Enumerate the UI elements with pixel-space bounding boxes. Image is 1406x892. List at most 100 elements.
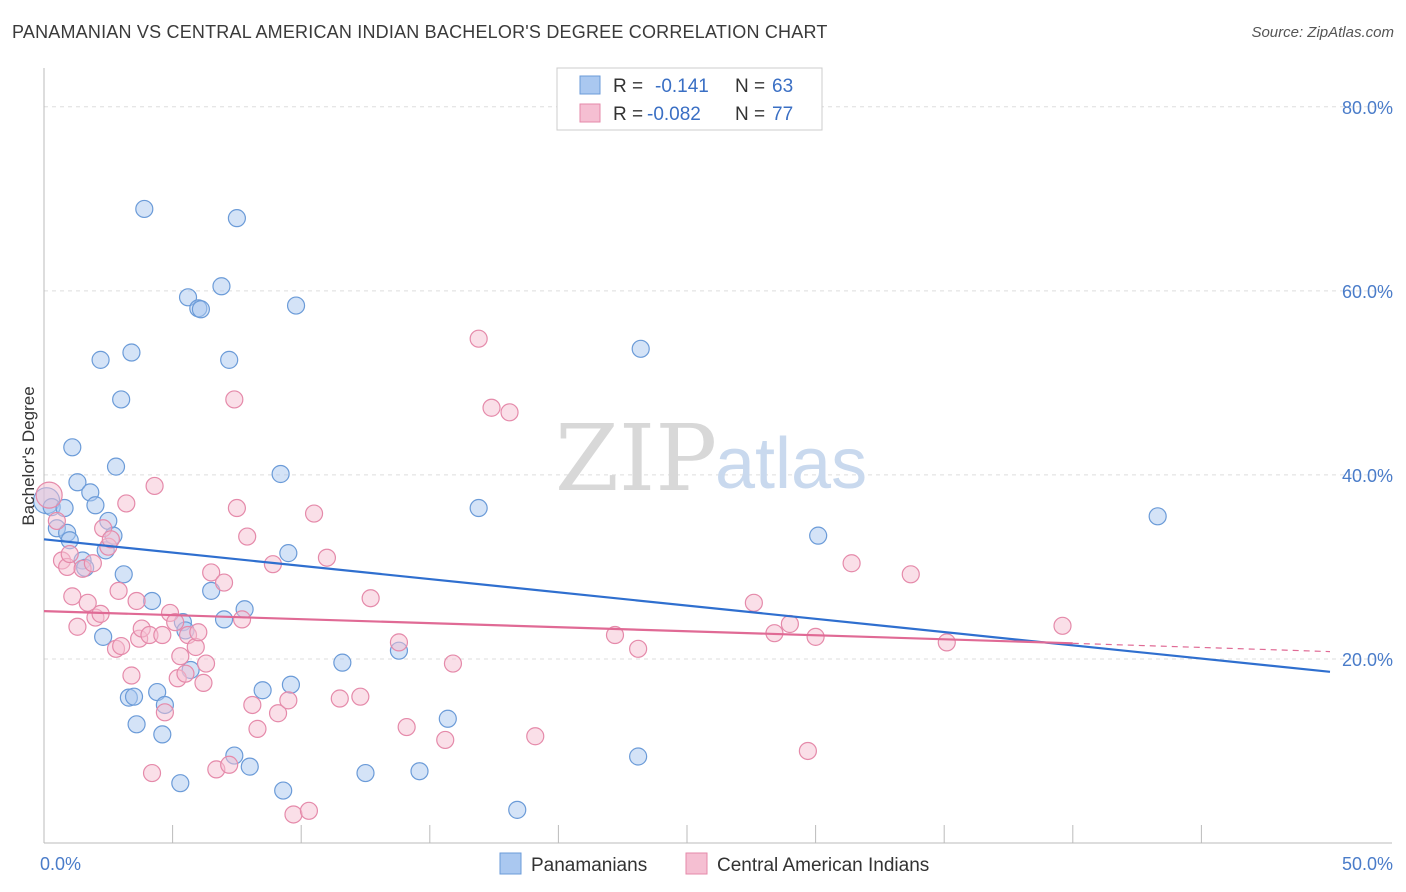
x-tick-labels: 0.0% 50.0% [40, 854, 1393, 874]
central-american-indian-point [243, 695, 262, 715]
panamanian-point [212, 277, 231, 296]
central-american-indian-point [806, 627, 825, 646]
panamanian-point [114, 565, 133, 584]
watermark-zip: ZIP [555, 405, 717, 512]
legend-r-value-2: -0.082 [647, 104, 701, 125]
panamanian-point [94, 627, 113, 646]
panamanian-point [410, 762, 429, 781]
central-american-indian-point [60, 544, 79, 564]
central-american-indian-point [351, 687, 370, 706]
central-american-indian-point [443, 654, 463, 673]
central-american-indian-point [299, 801, 319, 820]
central-american-indian-point [153, 625, 172, 645]
panamanian-point [333, 653, 352, 672]
central-american-indian-point [279, 691, 298, 710]
central-american-indian-point [482, 398, 501, 417]
x-tick-label-50: 50.0% [1342, 854, 1393, 874]
panamanian-point [240, 757, 259, 776]
central-american-indian-point [186, 637, 205, 657]
central-american-indian-point [171, 647, 190, 666]
central-american-indian-point [469, 329, 488, 348]
central-american-indian-point [744, 593, 763, 612]
series-legend-label-panamanians: Panamanians [531, 855, 647, 876]
central-american-indian-point [232, 610, 252, 629]
panamanian-point [271, 464, 290, 484]
panamanian-point [63, 438, 82, 457]
legend-r-label-2: R = [613, 104, 643, 125]
central-american-indian-point [284, 805, 303, 824]
panamanian-point [106, 457, 126, 476]
series-legend: Panamanians Central American Indians [499, 852, 929, 876]
central-american-indian-point [330, 689, 349, 708]
central-american-indian-point [605, 625, 625, 645]
legend-r-value-1: -0.141 [655, 76, 709, 97]
central-american-indian-point [780, 614, 799, 634]
panamanian-point [112, 390, 131, 409]
y-tick-labels: 20.0% 40.0% 60.0% 80.0% [1342, 98, 1393, 670]
central-american-indian-point [145, 476, 164, 496]
panamanian-point [153, 725, 172, 744]
central-american-indian-point [68, 617, 87, 636]
series-legend-label-central-american-indians: Central American Indians [717, 855, 929, 876]
x-tick-marks [172, 825, 1202, 843]
legend-r-label-1: R = [613, 76, 643, 97]
central-american-indian-point [194, 673, 213, 692]
central-american-indian-point [798, 741, 817, 761]
central-american-indian-point [189, 623, 208, 642]
panamanian-point [469, 498, 488, 518]
panamanian-point [809, 526, 828, 545]
panamanian-point [629, 747, 648, 766]
central-american-indian-point [500, 403, 519, 422]
panamanian-point [191, 300, 210, 319]
panamanian-point [124, 687, 144, 706]
legend-swatch-pink [579, 103, 601, 123]
panamanian-point [1148, 507, 1167, 526]
panamanian-point [286, 296, 306, 315]
panamanian-point [68, 473, 87, 492]
central-american-indian-point [122, 666, 141, 685]
central-american-indian-point [166, 613, 185, 632]
panamanian-point [142, 591, 162, 611]
trend-lines [43, 538, 1331, 673]
y-tick-label-60: 60.0% [1342, 282, 1393, 302]
panamanian-point [122, 343, 141, 362]
panamanian-point [171, 774, 190, 793]
central-american-indian-point [112, 636, 131, 656]
central-american-indian-point [268, 704, 288, 723]
central-american-indian-point [937, 633, 956, 652]
central-american-indian-point [78, 593, 97, 612]
legend-n-value-2: 77 [772, 104, 793, 125]
central-american-indian-point [63, 587, 82, 606]
y-tick-label-20: 20.0% [1342, 650, 1393, 670]
panamanian-point [202, 581, 221, 600]
central-american-indian-point [248, 719, 267, 738]
panamanian-point [508, 800, 527, 819]
legend-box [556, 67, 823, 131]
panamanian-point [220, 350, 239, 369]
central-american-indian-point [202, 563, 221, 582]
central-american-indian-point [176, 664, 195, 683]
legend-swatch-blue [579, 75, 601, 95]
x-tick-label-0: 0.0% [40, 854, 81, 874]
central-american-indian-point [227, 498, 246, 518]
panamanian-point [279, 544, 298, 563]
panamanian-point [227, 209, 246, 228]
series-legend-swatch-panamanians [499, 852, 522, 875]
central-american-indian-trend-line [43, 610, 1073, 645]
central-american-indian-point [361, 589, 380, 608]
panamanian-trend-line [43, 538, 1331, 673]
central-american-indian-trend-extension [1072, 642, 1331, 653]
central-american-indian-point [127, 591, 146, 611]
panamanian-point [438, 709, 457, 728]
central-american-indian-point [214, 573, 234, 592]
panamanian-point [274, 781, 293, 800]
central-american-indian-point [629, 639, 648, 658]
panamanian-point [631, 339, 650, 358]
legend-n-label-2: N = [735, 104, 765, 125]
legend-n-label-1: N = [735, 76, 765, 97]
central-american-indian-point [117, 494, 136, 513]
grid-lines [44, 106, 1392, 660]
central-american-indian-point [901, 565, 920, 584]
central-american-indian-point [220, 755, 239, 774]
